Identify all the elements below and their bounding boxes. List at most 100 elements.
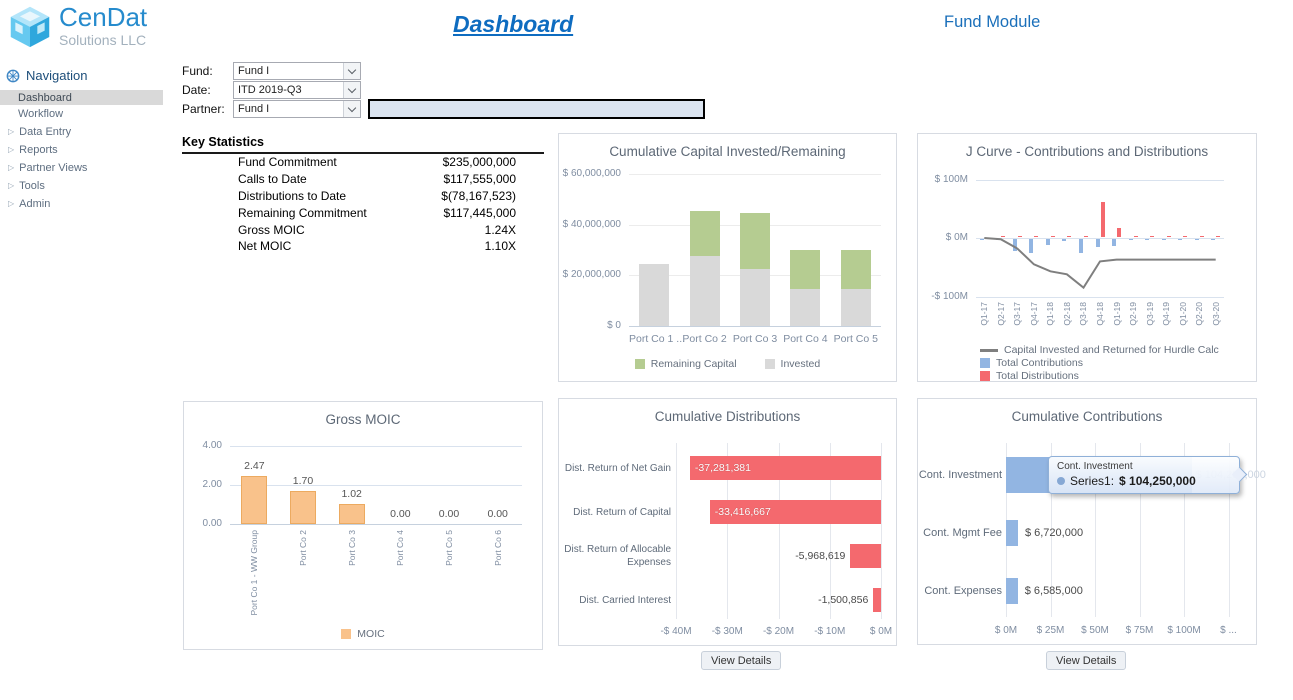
y-axis-tick-label: $ 60,000,000 <box>562 168 621 179</box>
bar-distribution[interactable] <box>689 456 881 480</box>
date-select[interactable]: ITD 2019-Q3 <box>233 81 361 99</box>
bar-invested[interactable] <box>740 269 770 326</box>
bar-total-contributions[interactable] <box>1145 238 1150 240</box>
view-details-button-distributions[interactable]: View Details <box>701 651 782 670</box>
bar-total-distributions[interactable] <box>1199 236 1204 238</box>
legend-label: Total Contributions <box>996 357 1083 369</box>
view-details-button-contributions[interactable]: View Details <box>1046 651 1127 670</box>
sidebar-item-dashboard[interactable]: Dashboard <box>0 90 163 105</box>
chart-title: Cumulative Distributions <box>654 409 801 424</box>
bar-total-distributions[interactable] <box>1067 236 1072 238</box>
bar-total-distributions[interactable] <box>1166 236 1171 238</box>
gridline <box>629 174 881 175</box>
bar-total-contributions[interactable] <box>1062 238 1067 242</box>
sidebar-item-tools[interactable]: ▷ Tools <box>0 178 163 193</box>
bar-remaining-capital[interactable] <box>740 213 770 269</box>
bar-total-distributions[interactable] <box>1034 236 1039 238</box>
bar-total-contributions[interactable] <box>979 238 984 241</box>
x-axis-tick-label: Q2-17 <box>995 302 1006 326</box>
legend-label: Invested <box>780 358 821 370</box>
bar-total-distributions[interactable] <box>1216 236 1221 238</box>
x-axis-tick-label: Q2-20 <box>1194 302 1205 326</box>
bar-total-distributions[interactable] <box>1117 227 1122 238</box>
gridline <box>881 443 882 619</box>
bar-total-distributions[interactable] <box>1017 236 1022 238</box>
bar-total-contributions[interactable] <box>996 238 1001 240</box>
category-label: Dist. Return of Net Gain <box>564 462 671 474</box>
logo: CenDat Solutions LLC <box>8 4 147 48</box>
sidebar-item-admin[interactable]: ▷ Admin <box>0 196 163 211</box>
bar-total-distributions[interactable] <box>1133 236 1138 238</box>
bar-moic[interactable] <box>290 490 316 524</box>
chart-cumulative-distributions: Cumulative Distributions -$ 40M -$ 30M -$ … <box>558 398 897 646</box>
expand-arrow-icon: ▷ <box>8 198 15 208</box>
bar-invested[interactable] <box>790 288 821 326</box>
chart-title: Cumulative Contributions <box>1011 409 1163 424</box>
value-label: -33,416,667 <box>714 506 771 518</box>
bar-distribution[interactable] <box>850 544 881 568</box>
bar-total-distributions[interactable] <box>1083 236 1088 238</box>
bar-total-distributions[interactable] <box>1183 236 1188 238</box>
sidebar-item-workflow[interactable]: Workflow <box>0 106 163 121</box>
bar-contribution[interactable] <box>1006 520 1018 546</box>
bar-total-distributions[interactable] <box>1100 202 1105 238</box>
bar-moic[interactable] <box>241 475 268 524</box>
gridline <box>976 179 1224 181</box>
bar-contribution[interactable] <box>1006 578 1018 604</box>
bar-total-distributions[interactable] <box>1050 236 1055 238</box>
bar-total-contributions[interactable] <box>1178 238 1183 240</box>
chevron-down-icon <box>347 65 357 75</box>
bar-invested[interactable] <box>639 263 670 326</box>
sidebar-item-reports[interactable]: ▷ Reports <box>0 142 163 157</box>
bar-total-contributions[interactable] <box>1012 238 1017 252</box>
gridline <box>1095 443 1096 617</box>
gridline <box>230 524 522 525</box>
series-marker-icon <box>1057 477 1065 485</box>
module-title: Fund Module <box>944 13 1041 31</box>
bar-distribution[interactable] <box>709 500 881 524</box>
filter-panel: Fund: Fund I Date: ITD 2019-Q3 Partner: Fund … <box>182 62 512 122</box>
filter-row: Date: ITD 2019-Q3 <box>182 81 361 99</box>
x-axis-tick-label: Q2-18 <box>1061 302 1072 326</box>
filter-row: Partner: Fund I <box>182 100 361 118</box>
bar-total-contributions[interactable] <box>1045 238 1050 245</box>
bar-total-distributions[interactable] <box>1001 236 1006 238</box>
gridline <box>727 443 729 619</box>
value-label: $ 6,585,000 <box>1024 584 1083 597</box>
x-axis-tick-label: Q2-19 <box>1128 302 1139 326</box>
bar-invested[interactable] <box>689 256 720 326</box>
y-axis-tick-label: $ 0 <box>607 320 621 331</box>
chevron-down-icon <box>347 103 357 113</box>
bar-total-contributions[interactable] <box>1078 238 1083 254</box>
bar-distribution[interactable] <box>873 588 881 612</box>
bar-remaining-capital[interactable] <box>689 210 720 257</box>
bar-total-contributions[interactable] <box>1211 238 1216 240</box>
bar-total-contributions[interactable] <box>1112 238 1117 247</box>
page-title[interactable]: Dashboard <box>453 11 574 37</box>
bar-moic[interactable] <box>338 504 365 524</box>
value-label: -37,281,381 <box>694 462 751 474</box>
fund-select[interactable]: Fund I <box>233 62 361 80</box>
bar-remaining-capital[interactable] <box>840 250 871 289</box>
gridline <box>1050 443 1052 617</box>
sidebar-item-partner-views[interactable]: ▷ Partner Views <box>0 160 163 175</box>
bar-total-contributions[interactable] <box>1194 238 1199 240</box>
bar-invested[interactable] <box>840 288 871 326</box>
bar-total-contributions[interactable] <box>1029 238 1034 253</box>
bar-total-contributions[interactable] <box>1161 238 1166 240</box>
sidebar-item-data-entry[interactable]: ▷ Data Entry <box>0 124 163 139</box>
partner-select[interactable]: Fund I <box>233 100 361 118</box>
bar-total-distributions[interactable] <box>1150 236 1155 238</box>
x-axis-tick-label: Port Co 1 ... <box>629 333 686 345</box>
bar-total-contributions[interactable] <box>1095 238 1100 247</box>
legend-swatch <box>980 358 990 368</box>
chart-tooltip: Cont. Investment Series1: $ 104,250,000 <box>1048 456 1240 494</box>
dropdown-arrow-icon <box>343 82 360 98</box>
x-axis-tick-label: Port Co 3 <box>346 530 357 566</box>
legend-label: MOIC <box>357 628 385 640</box>
highlighted-input[interactable] <box>368 99 705 119</box>
bar-total-contributions[interactable] <box>1128 238 1133 240</box>
bar-remaining-capital[interactable] <box>790 250 821 289</box>
x-axis-tick-label: Q4-17 <box>1028 302 1039 326</box>
legend-item: Total Contributions <box>980 357 1219 369</box>
